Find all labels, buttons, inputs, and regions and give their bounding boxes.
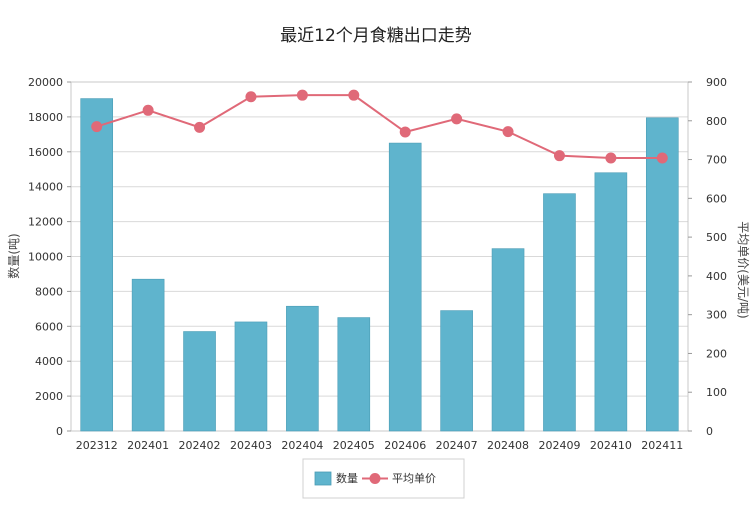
y2-tick-label: 400: [706, 270, 727, 283]
line-point: [605, 152, 617, 164]
legend-swatch-bar: [314, 471, 332, 486]
x-tick-label: 202406: [384, 439, 426, 452]
y2-tick-label: 800: [706, 115, 727, 128]
x-tick-label: 202405: [333, 439, 375, 452]
line-point: [91, 121, 103, 133]
x-tick-label: 202409: [538, 439, 580, 452]
line-point: [348, 89, 360, 101]
x-tick-label: 202403: [230, 439, 272, 452]
line-point: [451, 113, 463, 125]
chart-title: 最近12个月食糖出口走势: [280, 26, 472, 46]
x-tick-label: 202402: [179, 439, 221, 452]
line-point: [296, 89, 308, 101]
bar-series: [80, 98, 679, 432]
y-axis-title: 数量(吨): [6, 233, 21, 278]
y2-tick-label: 100: [706, 386, 727, 399]
bar: [183, 331, 216, 432]
bar: [645, 117, 679, 432]
line-point: [502, 126, 514, 138]
y-tick-label: 18000: [28, 111, 63, 124]
x-tick-label: 202407: [436, 439, 478, 452]
line-series: [91, 89, 668, 164]
bar: [388, 142, 422, 432]
y2-tick-label: 200: [706, 347, 727, 360]
line-point: [142, 104, 154, 116]
y-tick-label: 0: [56, 425, 63, 438]
y-tick-label: 12000: [28, 216, 63, 229]
x-tick-label: 202401: [127, 439, 169, 452]
y-tick-label: 14000: [28, 181, 63, 194]
y-axis-right: 0 100 200 300 400 500 600 700 800 900: [688, 76, 727, 438]
line-point: [656, 152, 668, 164]
bar: [440, 310, 473, 432]
bar: [491, 248, 525, 432]
line-point: [399, 126, 411, 138]
bar: [234, 321, 268, 432]
y-tick-label: 20000: [28, 76, 63, 89]
line-point: [553, 150, 565, 162]
y-tick-label: 6000: [35, 320, 63, 333]
y-axis-left: 0 2000 4000 6000 8000 10000 12000 14000 16000 180…: [28, 76, 71, 438]
x-tick-label: 202404: [281, 439, 323, 452]
bar: [286, 305, 319, 432]
y2-tick-label: 0: [706, 425, 713, 438]
legend: 数量 平均单价: [302, 458, 465, 499]
bar: [594, 172, 628, 432]
line-point: [194, 121, 206, 133]
price-line: [96, 94, 663, 160]
y-tick-label: 2000: [35, 390, 63, 403]
y-tick-label: 4000: [35, 355, 63, 368]
line-point: [245, 91, 257, 103]
y2-tick-label: 700: [706, 154, 727, 167]
bar: [80, 98, 114, 432]
y2-tick-label: 500: [706, 231, 727, 244]
legend-label-quantity: 数量: [336, 472, 358, 485]
x-tick-label: 202408: [487, 439, 529, 452]
y-tick-label: 8000: [35, 285, 63, 298]
x-tick-label: 202312: [76, 439, 118, 452]
legend-label-price: 平均单价: [392, 472, 436, 485]
x-axis: 202312 202401 202402 202403 202404 202405 2024…: [76, 439, 684, 452]
x-tick-label: 202410: [590, 439, 632, 452]
bar: [131, 278, 165, 432]
legend-swatch-marker: [369, 473, 381, 484]
y2-tick-label: 600: [706, 192, 727, 205]
y-tick-label: 16000: [28, 146, 63, 159]
y2-axis-title: 平均单价(美元/吨): [736, 221, 750, 318]
x-tick-label: 202411: [641, 439, 683, 452]
y2-tick-label: 900: [706, 76, 727, 89]
y2-tick-label: 300: [706, 309, 727, 322]
bar: [543, 193, 576, 432]
bar: [337, 317, 371, 432]
y-tick-label: 10000: [28, 251, 63, 264]
